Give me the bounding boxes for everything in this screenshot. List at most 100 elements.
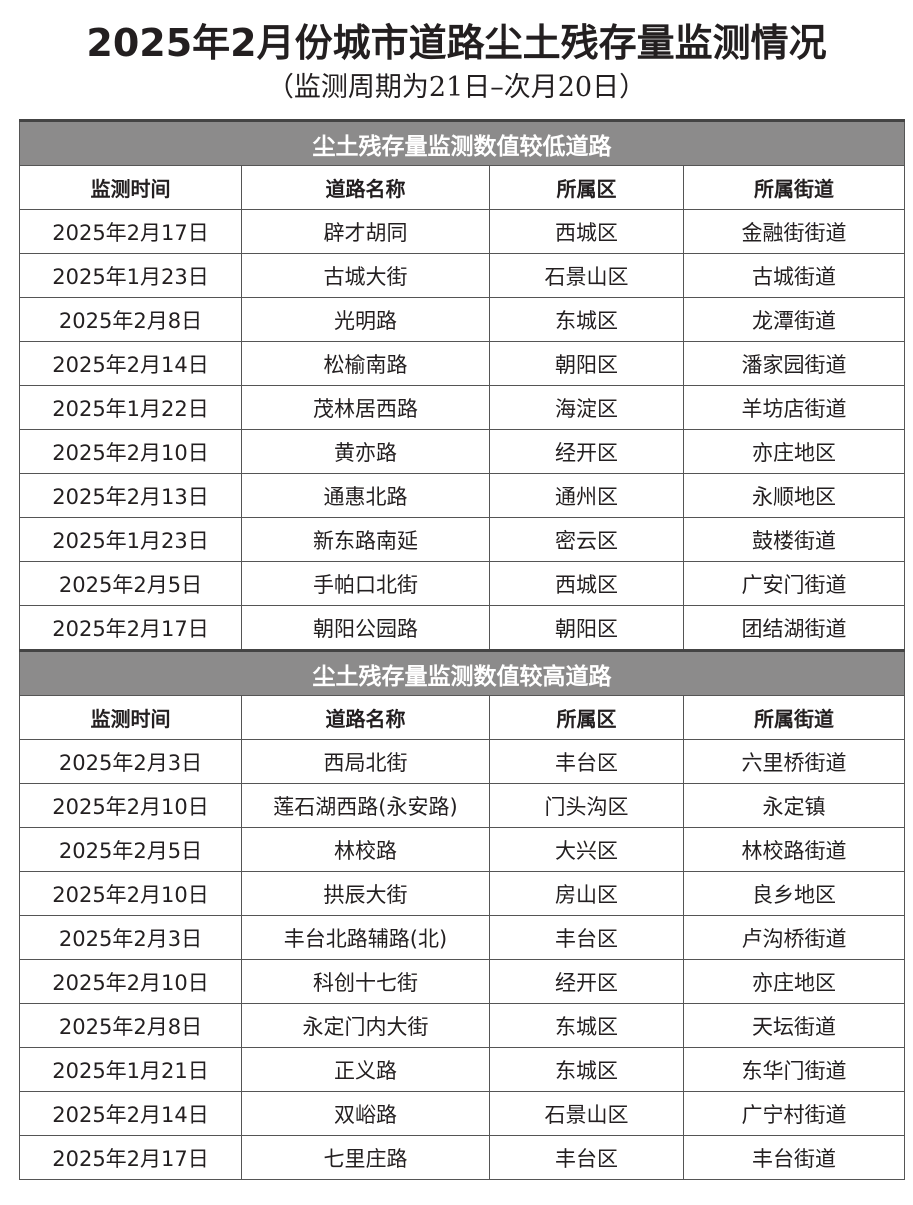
table-row: 2025年2月8日 光明路 东城区 龙潭街道 xyxy=(19,297,905,342)
cell-subdistrict: 羊坊店街道 xyxy=(683,385,905,430)
cell-date: 2025年2月17日 xyxy=(19,605,242,651)
table-row: 2025年2月13日 通惠北路 通州区 永顺地区 xyxy=(19,473,905,518)
cell-date: 2025年2月17日 xyxy=(19,209,242,254)
column-header: 道路名称 xyxy=(241,695,490,740)
table-row: 2025年2月14日 双峪路 石景山区 广宁村街道 xyxy=(19,1091,905,1136)
cell-road: 丰台北路辅路(北) xyxy=(241,915,490,960)
column-header: 所属区 xyxy=(489,695,684,740)
cell-district: 密云区 xyxy=(489,517,684,562)
cell-district: 朝阳区 xyxy=(489,341,684,386)
cell-road: 新东路南延 xyxy=(241,517,490,562)
cell-subdistrict: 东华门街道 xyxy=(683,1047,905,1092)
cell-road: 松榆南路 xyxy=(241,341,490,386)
cell-road: 辟才胡同 xyxy=(241,209,490,254)
table-row: 2025年1月22日 茂林居西路 海淀区 羊坊店街道 xyxy=(19,385,905,430)
column-header-row: 监测时间 道路名称 所属区 所属街道 xyxy=(19,695,905,740)
cell-date: 2025年2月13日 xyxy=(19,473,242,518)
cell-date: 2025年2月3日 xyxy=(19,739,242,784)
monitoring-table: 尘土残存量监测数值较低道路 监测时间 道路名称 所属区 所属街道 2025年2月17日 辟才… xyxy=(19,119,905,1180)
cell-subdistrict: 丰台街道 xyxy=(683,1135,905,1180)
cell-date: 2025年2月8日 xyxy=(19,1003,242,1048)
column-header: 监测时间 xyxy=(19,165,242,210)
cell-date: 2025年2月10日 xyxy=(19,959,242,1004)
cell-date: 2025年2月10日 xyxy=(19,783,242,828)
cell-district: 东城区 xyxy=(489,297,684,342)
table-row: 2025年2月3日 西局北街 丰台区 六里桥街道 xyxy=(19,739,905,784)
cell-date: 2025年2月5日 xyxy=(19,827,242,872)
table-row: 2025年1月21日 正义路 东城区 东华门街道 xyxy=(19,1047,905,1092)
cell-district: 朝阳区 xyxy=(489,605,684,651)
cell-district: 石景山区 xyxy=(489,1091,684,1136)
cell-subdistrict: 良乡地区 xyxy=(683,871,905,916)
cell-road: 黄亦路 xyxy=(241,429,490,474)
cell-subdistrict: 广宁村街道 xyxy=(683,1091,905,1136)
cell-road: 双峪路 xyxy=(241,1091,490,1136)
table-row: 2025年2月10日 黄亦路 经开区 亦庄地区 xyxy=(19,429,905,474)
cell-district: 海淀区 xyxy=(489,385,684,430)
cell-subdistrict: 亦庄地区 xyxy=(683,429,905,474)
cell-date: 2025年1月23日 xyxy=(19,253,242,298)
cell-district: 丰台区 xyxy=(489,1135,684,1180)
column-header: 监测时间 xyxy=(19,695,242,740)
cell-subdistrict: 金融街街道 xyxy=(683,209,905,254)
cell-road: 莲石湖西路(永安路) xyxy=(241,783,490,828)
section-heading-row: 尘土残存量监测数值较高道路 xyxy=(19,649,905,696)
cell-subdistrict: 六里桥街道 xyxy=(683,739,905,784)
cell-date: 2025年2月8日 xyxy=(19,297,242,342)
table-row: 2025年2月17日 朝阳公园路 朝阳区 团结湖街道 xyxy=(19,605,905,651)
table-row: 2025年2月3日 丰台北路辅路(北) 丰台区 卢沟桥街道 xyxy=(19,915,905,960)
table-row: 2025年1月23日 古城大街 石景山区 古城街道 xyxy=(19,253,905,298)
cell-road: 茂林居西路 xyxy=(241,385,490,430)
column-header: 所属区 xyxy=(489,165,684,210)
cell-subdistrict: 亦庄地区 xyxy=(683,959,905,1004)
cell-road: 手帕口北街 xyxy=(241,561,490,606)
cell-road: 科创十七街 xyxy=(241,959,490,1004)
cell-subdistrict: 广安门街道 xyxy=(683,561,905,606)
cell-road: 光明路 xyxy=(241,297,490,342)
column-header: 所属街道 xyxy=(683,165,905,210)
cell-subdistrict: 团结湖街道 xyxy=(683,605,905,651)
cell-date: 2025年1月22日 xyxy=(19,385,242,430)
table-row: 2025年2月17日 七里庄路 丰台区 丰台街道 xyxy=(19,1135,905,1180)
cell-date: 2025年2月17日 xyxy=(19,1135,242,1180)
cell-date: 2025年1月23日 xyxy=(19,517,242,562)
cell-subdistrict: 天坛街道 xyxy=(683,1003,905,1048)
cell-district: 东城区 xyxy=(489,1003,684,1048)
cell-subdistrict: 鼓楼街道 xyxy=(683,517,905,562)
table-row: 2025年2月5日 林校路 大兴区 林校路街道 xyxy=(19,827,905,872)
cell-district: 丰台区 xyxy=(489,739,684,784)
cell-district: 经开区 xyxy=(489,959,684,1004)
cell-subdistrict: 永顺地区 xyxy=(683,473,905,518)
cell-date: 2025年2月5日 xyxy=(19,561,242,606)
column-header: 道路名称 xyxy=(241,165,490,210)
cell-subdistrict: 林校路街道 xyxy=(683,827,905,872)
cell-road: 七里庄路 xyxy=(241,1135,490,1180)
cell-subdistrict: 永定镇 xyxy=(683,783,905,828)
cell-district: 石景山区 xyxy=(489,253,684,298)
cell-road: 古城大街 xyxy=(241,253,490,298)
page-title: 2025年2月份城市道路尘土残存量监测情况 xyxy=(86,21,827,65)
cell-district: 通州区 xyxy=(489,473,684,518)
table-row: 2025年2月8日 永定门内大街 东城区 天坛街道 xyxy=(19,1003,905,1048)
table-row: 2025年1月23日 新东路南延 密云区 鼓楼街道 xyxy=(19,517,905,562)
table-row: 2025年2月10日 莲石湖西路(永安路) 门头沟区 永定镇 xyxy=(19,783,905,828)
table-row: 2025年2月17日 辟才胡同 西城区 金融街街道 xyxy=(19,209,905,254)
cell-road: 朝阳公园路 xyxy=(241,605,490,651)
cell-date: 2025年2月10日 xyxy=(19,429,242,474)
page-subtitle: （监测周期为21日–次月20日） xyxy=(266,72,647,103)
cell-subdistrict: 潘家园街道 xyxy=(683,341,905,386)
cell-road: 永定门内大街 xyxy=(241,1003,490,1048)
cell-district: 西城区 xyxy=(489,209,684,254)
section-heading: 尘土残存量监测数值较低道路 xyxy=(19,119,905,166)
table-row: 2025年2月10日 科创十七街 经开区 亦庄地区 xyxy=(19,959,905,1004)
cell-road: 西局北街 xyxy=(241,739,490,784)
column-header: 所属街道 xyxy=(683,695,905,740)
cell-date: 2025年2月14日 xyxy=(19,1091,242,1136)
cell-road: 通惠北路 xyxy=(241,473,490,518)
column-header-row: 监测时间 道路名称 所属区 所属街道 xyxy=(19,165,905,210)
cell-district: 东城区 xyxy=(489,1047,684,1092)
cell-district: 门头沟区 xyxy=(489,783,684,828)
cell-road: 拱辰大街 xyxy=(241,871,490,916)
table-row: 2025年2月14日 松榆南路 朝阳区 潘家园街道 xyxy=(19,341,905,386)
section-heading-row: 尘土残存量监测数值较低道路 xyxy=(19,119,905,166)
